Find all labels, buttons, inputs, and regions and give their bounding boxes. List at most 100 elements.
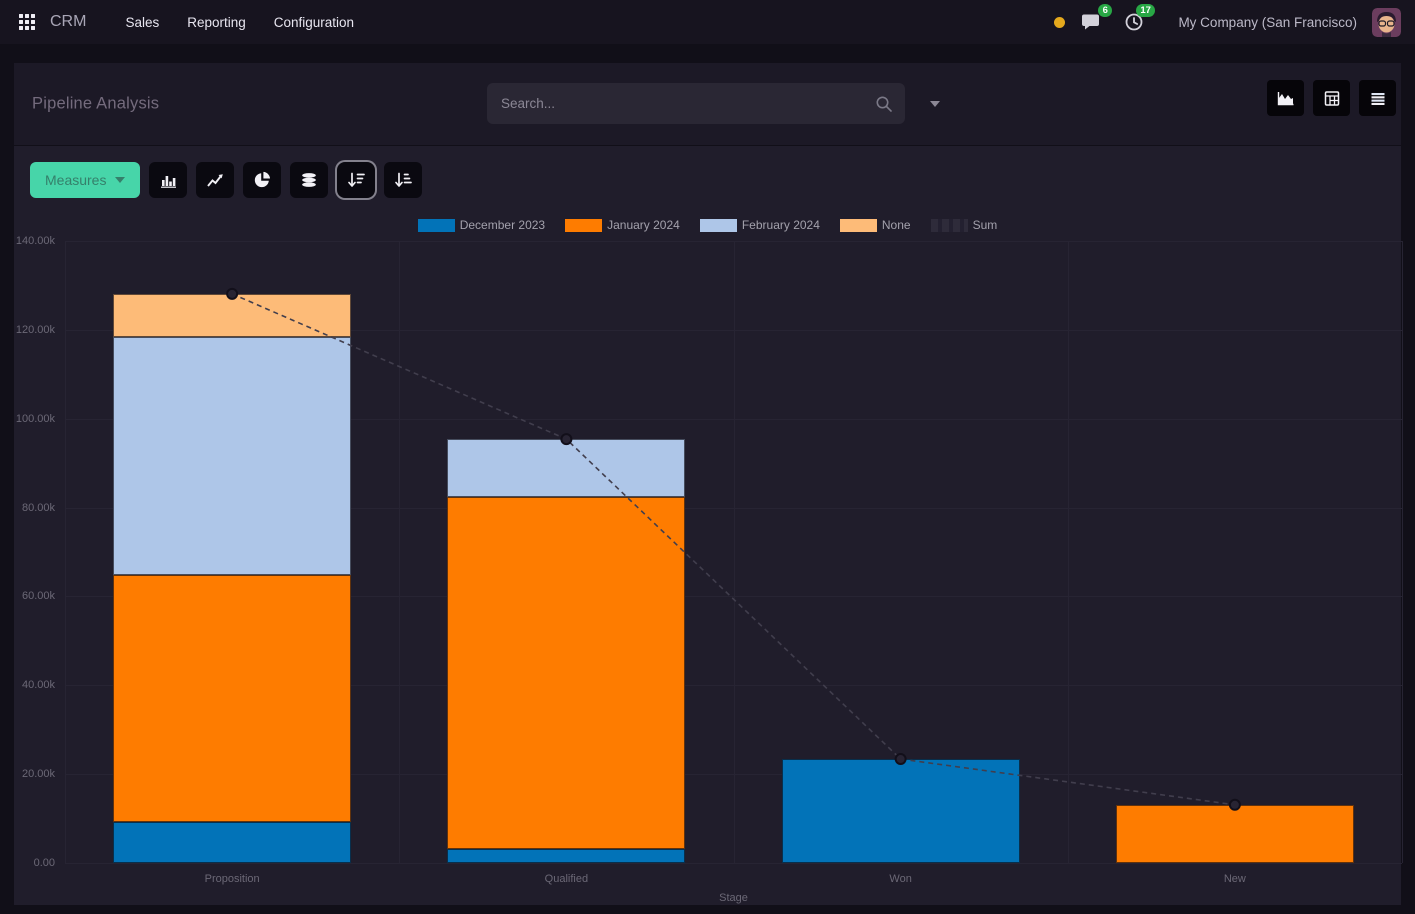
graph-toolbar: Measures	[30, 162, 423, 198]
bar-chart-icon	[161, 175, 177, 188]
pivot-view-button[interactable]	[1313, 80, 1350, 116]
sum-point[interactable]	[1228, 798, 1241, 811]
y-tick-label: 40.00k	[21, 679, 55, 692]
line-chart-button[interactable]	[196, 162, 235, 198]
legend-item[interactable]: None	[839, 218, 911, 232]
measures-button[interactable]: Measures	[30, 162, 141, 198]
gridline-vertical	[1402, 241, 1403, 863]
stacked-database-icon	[302, 173, 317, 187]
legend-item[interactable]: January 2024	[565, 218, 680, 232]
sort-ascending-icon	[395, 172, 412, 187]
user-avatar[interactable]	[1372, 7, 1401, 37]
company-switcher[interactable]: My Company (San Francisco)	[1178, 14, 1357, 30]
chevron-down-icon	[115, 177, 126, 183]
search-icon	[876, 96, 892, 112]
navbar-menus: Sales Reporting Configuration	[114, 9, 365, 36]
apps-grid-icon	[19, 14, 35, 30]
list-icon	[1371, 92, 1384, 105]
pie-chart-button[interactable]	[243, 162, 282, 198]
sum-point[interactable]	[560, 433, 573, 446]
bar-segment[interactable]	[447, 848, 686, 863]
legend-label: February 2024	[741, 218, 820, 232]
search-dropdown-toggle[interactable]	[919, 94, 951, 114]
x-tick-label: New	[1223, 873, 1246, 885]
navbar-right: 6 17 My Company (San Francisco)	[1054, 4, 1401, 37]
stacked-toggle-button[interactable]	[290, 162, 329, 198]
view-switcher	[1267, 80, 1396, 116]
bar-chart-button[interactable]	[149, 162, 188, 198]
control-panel: Pipeline Analysis	[14, 63, 1401, 145]
top-navbar: CRM Sales Reporting Configuration 6 17 M…	[0, 0, 1415, 44]
gridline-vertical	[399, 241, 401, 863]
legend-swatch	[930, 218, 968, 232]
y-tick-label: 20.00k	[21, 768, 55, 781]
legend-label: None	[881, 218, 911, 232]
clock-icon	[1126, 13, 1143, 31]
list-view-button[interactable]	[1359, 80, 1396, 116]
bar-segment[interactable]	[447, 496, 686, 849]
x-tick-label: Won	[889, 873, 912, 885]
activities-badge: 17	[1135, 4, 1156, 18]
navbar-left: CRM Sales Reporting Configuration	[14, 9, 365, 36]
bar-segment[interactable]	[113, 575, 352, 823]
x-axis-title: Stage	[719, 892, 748, 904]
menu-reporting[interactable]: Reporting	[187, 14, 246, 30]
activities-button[interactable]: 17	[1121, 4, 1156, 35]
bar-chart: 140.00k 120.00k 100.00k 80.00k 60.00k 40.00k 2…	[14, 146, 1403, 905]
x-tick-label: Proposition	[204, 873, 260, 885]
messages-badge: 6	[1098, 4, 1113, 18]
pie-chart-icon	[255, 171, 271, 188]
gridline-vertical	[1067, 241, 1069, 863]
gridline-vertical	[65, 241, 66, 863]
legend-swatch	[417, 218, 455, 232]
legend-label: January 2024	[607, 218, 680, 232]
y-tick-label: 140.00k	[15, 235, 55, 247]
y-tick-label: 100.00k	[15, 412, 55, 425]
legend-label: Sum	[972, 218, 998, 232]
legend-item[interactable]: Sum	[930, 218, 998, 232]
y-tick-label: 80.00k	[21, 501, 55, 514]
bar-segment[interactable]	[113, 293, 352, 338]
sort-descending-icon	[348, 172, 365, 187]
sum-point[interactable]	[894, 753, 907, 766]
legend-swatch	[699, 218, 737, 232]
chart-legend: December 2023 January 2024 February 2024 No…	[14, 218, 1401, 232]
graph-view-button[interactable]	[1267, 80, 1304, 116]
legend-swatch	[839, 218, 877, 232]
bar-segment[interactable]	[113, 337, 352, 576]
menu-sales[interactable]: Sales	[125, 14, 160, 30]
apps-menu-button[interactable]	[14, 9, 40, 35]
sum-line	[226, 287, 1241, 811]
line-chart-icon	[207, 173, 224, 187]
y-tick-label: 120.00k	[15, 323, 55, 336]
bar-segment[interactable]	[1115, 804, 1354, 863]
legend-label: December 2023	[459, 218, 546, 232]
y-tick-label: 0.00	[33, 857, 55, 869]
chat-bubble-icon	[1082, 14, 1100, 30]
graph-view: Measures	[14, 146, 1403, 905]
legend-swatch	[565, 218, 603, 232]
measures-label: Measures	[45, 172, 107, 188]
menu-configuration[interactable]: Configuration	[273, 14, 355, 30]
app-name[interactable]: CRM	[50, 13, 87, 30]
bar-segment[interactable]	[781, 759, 1020, 863]
sort-ascending-button[interactable]	[384, 162, 423, 198]
y-tick-label: 60.00k	[21, 590, 55, 603]
online-status-dot	[1054, 16, 1066, 28]
search-box[interactable]	[487, 83, 905, 124]
gridline-horizontal	[65, 863, 1402, 864]
gridline-vertical	[733, 241, 735, 863]
page-title: Pipeline Analysis	[32, 94, 160, 113]
avatar-image	[1372, 7, 1401, 37]
messages-button[interactable]: 6	[1078, 4, 1113, 35]
sum-point[interactable]	[226, 287, 239, 300]
x-tick-label: Qualified	[544, 873, 589, 885]
legend-item[interactable]: February 2024	[699, 218, 820, 232]
bar-segment[interactable]	[113, 822, 352, 863]
chevron-down-icon	[930, 101, 940, 107]
area-chart-icon	[1277, 91, 1293, 105]
pivot-table-icon	[1324, 90, 1339, 106]
sort-descending-button[interactable]	[337, 162, 376, 198]
legend-item[interactable]: December 2023	[417, 218, 546, 232]
search-input[interactable]	[501, 96, 875, 111]
